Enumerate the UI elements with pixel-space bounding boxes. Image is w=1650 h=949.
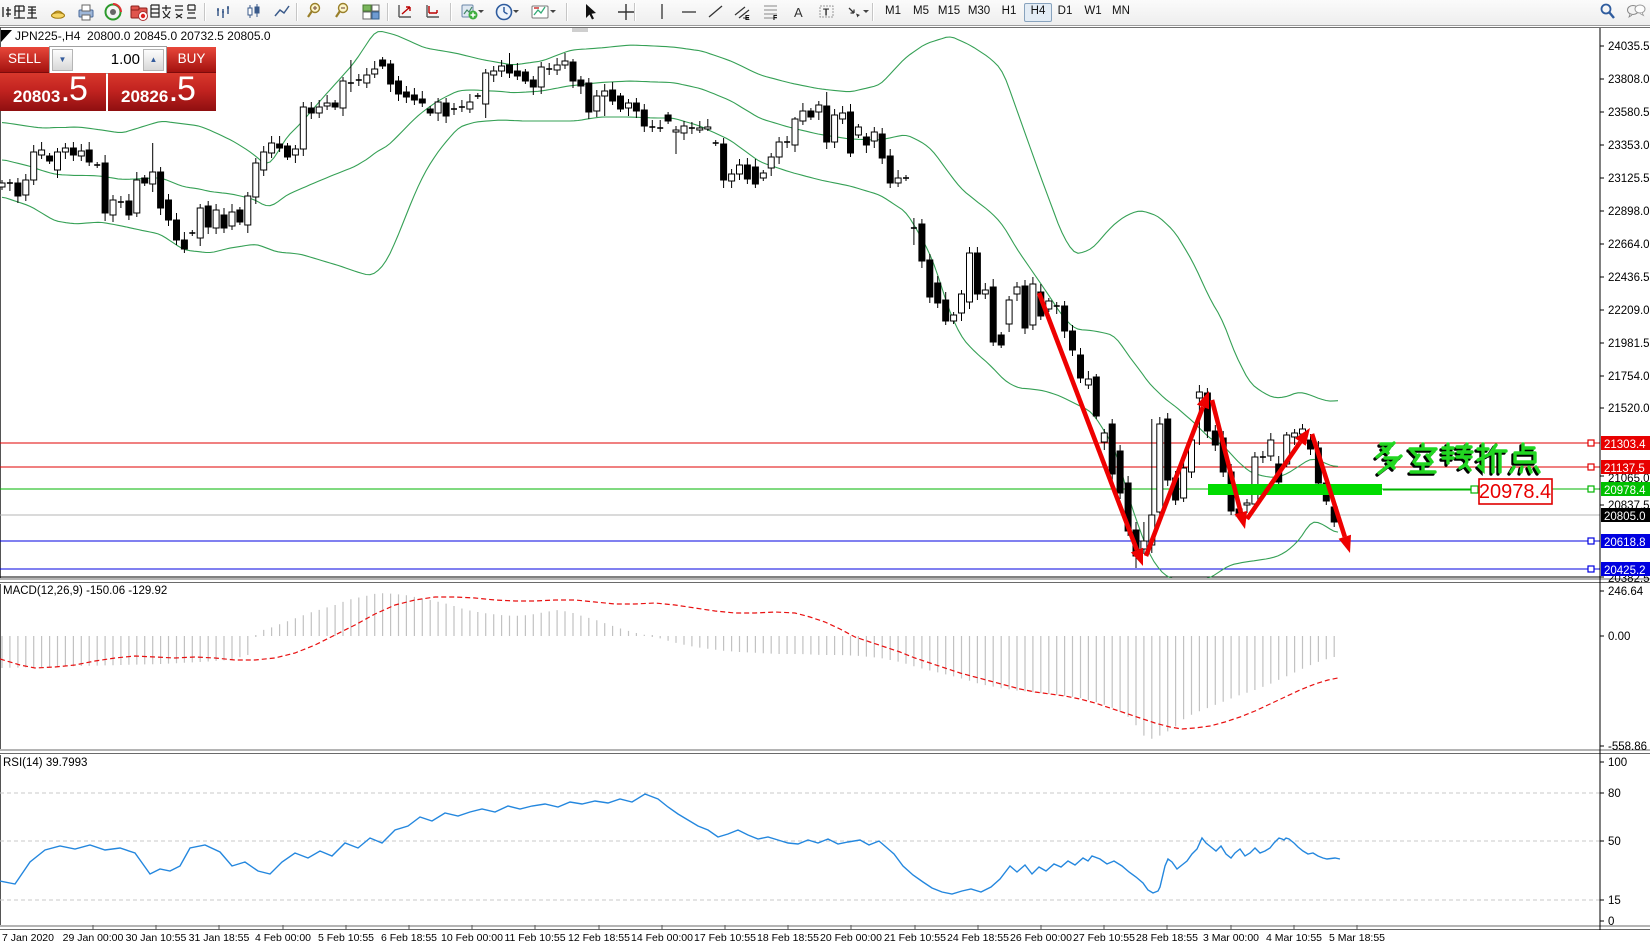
svg-text:29 Jan 00:00: 29 Jan 00:00 [63,932,124,944]
svg-text:14 Feb 00:00: 14 Feb 00:00 [631,932,693,944]
svg-text:27 Feb 10:55: 27 Feb 10:55 [1073,932,1135,944]
svg-text:6 Feb 18:55: 6 Feb 18:55 [381,932,437,944]
svg-text:E: E [745,15,750,22]
svg-text:F: F [773,15,778,22]
svg-text:-558.86: -558.86 [1608,741,1647,753]
svg-text:20 Feb 00:00: 20 Feb 00:00 [820,932,882,944]
svg-text:246.64: 246.64 [1608,586,1644,598]
svg-text:JPN225-,H4 20800.0 20845.0 20: JPN225-,H4 20800.0 20845.0 20732.5 20805… [15,29,271,43]
svg-text:23353.0: 23353.0 [1608,140,1650,152]
svg-text:20618.8: 20618.8 [1604,537,1646,549]
svg-text:24035.5: 24035.5 [1608,41,1650,53]
svg-text:4 Mar 10:55: 4 Mar 10:55 [1266,932,1322,944]
svg-text:18 Feb 18:55: 18 Feb 18:55 [757,932,819,944]
svg-text:22664.0: 22664.0 [1608,239,1650,251]
svg-text:MACD(12,26,9) -150.06 -129.92: MACD(12,26,9) -150.06 -129.92 [3,585,167,597]
svg-text:7 Jan 2020: 7 Jan 2020 [2,932,54,944]
svg-text:24 Feb 18:55: 24 Feb 18:55 [947,932,1009,944]
svg-text:17 Feb 10:55: 17 Feb 10:55 [694,932,756,944]
svg-text:21754.0: 21754.0 [1608,371,1650,383]
svg-text:50: 50 [1608,836,1621,848]
svg-text:11 Feb 10:55: 11 Feb 10:55 [504,932,565,944]
svg-text:12 Feb 18:55: 12 Feb 18:55 [568,932,630,944]
svg-text:21981.5: 21981.5 [1608,338,1650,350]
svg-text:28 Feb 18:55: 28 Feb 18:55 [1136,932,1198,944]
svg-text:20978.4: 20978.4 [1479,481,1551,503]
svg-text:20805.0: 20805.0 [1604,511,1646,523]
svg-text:5 Feb 10:55: 5 Feb 10:55 [318,932,374,944]
svg-text:T: T [823,8,829,19]
svg-text:22436.5: 22436.5 [1608,272,1650,284]
svg-text:0.00: 0.00 [1608,631,1630,643]
svg-text:23125.5: 23125.5 [1608,173,1650,185]
svg-text:RSI(14) 39.7993: RSI(14) 39.7993 [3,757,87,769]
svg-text:80: 80 [1608,788,1621,800]
svg-text:21 Feb 10:55: 21 Feb 10:55 [884,932,946,944]
svg-text:31 Jan 18:55: 31 Jan 18:55 [189,932,250,944]
svg-text:21303.4: 21303.4 [1604,439,1646,451]
svg-text:4 Feb 00:00: 4 Feb 00:00 [255,932,311,944]
svg-text:100: 100 [1608,757,1627,769]
svg-text:20425.2: 20425.2 [1604,565,1646,577]
svg-text:26 Feb 00:00: 26 Feb 00:00 [1010,932,1072,944]
svg-text:15: 15 [1608,895,1621,907]
svg-text:10 Feb 00:00: 10 Feb 00:00 [441,932,503,944]
svg-text:23580.5: 23580.5 [1608,107,1650,119]
svg-text:5 Mar 18:55: 5 Mar 18:55 [1329,932,1385,944]
svg-text:22898.0: 22898.0 [1608,206,1650,218]
svg-text:30 Jan 10:55: 30 Jan 10:55 [126,932,187,944]
svg-text:A: A [794,5,803,20]
svg-text:20978.4: 20978.4 [1604,485,1646,497]
svg-text:22209.0: 22209.0 [1608,305,1650,317]
svg-text:21520.0: 21520.0 [1608,403,1650,415]
svg-text:0: 0 [1608,916,1614,928]
svg-text:3 Mar 00:00: 3 Mar 00:00 [1203,932,1259,944]
svg-text:21137.5: 21137.5 [1604,463,1645,475]
svg-text:23808.0: 23808.0 [1608,74,1650,86]
